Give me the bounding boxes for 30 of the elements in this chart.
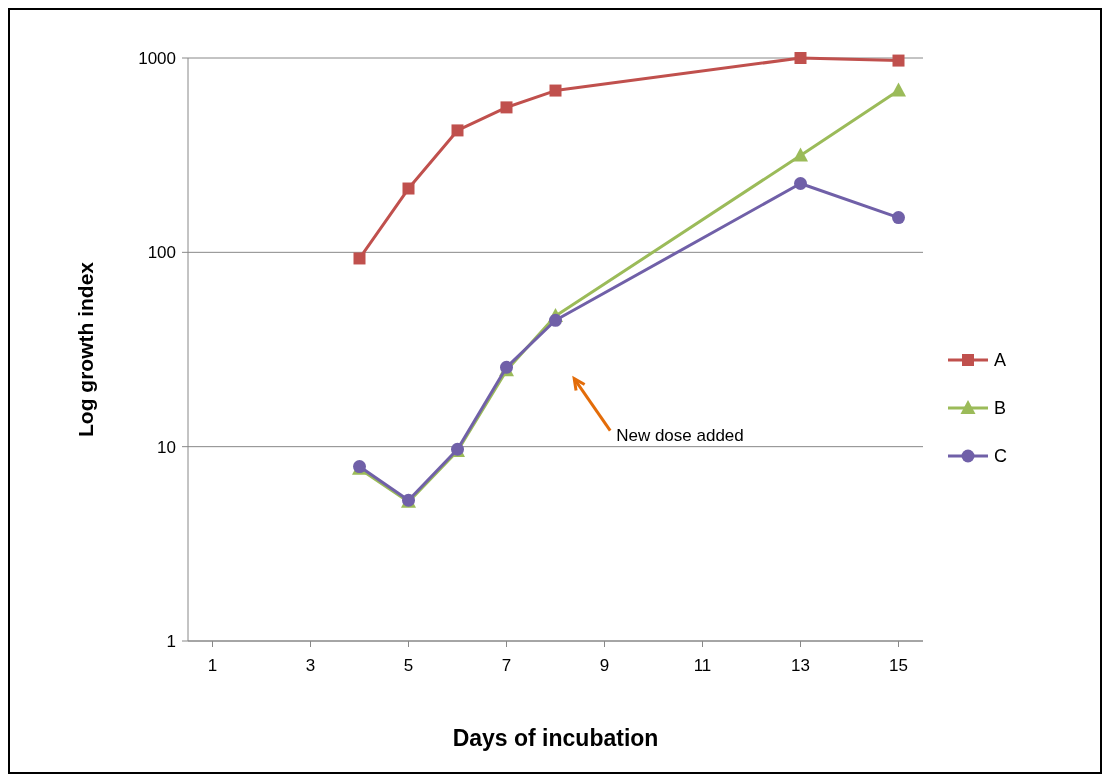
point	[451, 124, 464, 137]
x-axis-title: Days of incubation	[452, 725, 659, 751]
legend-label: A	[994, 350, 1007, 371]
point	[891, 82, 906, 97]
y-tick-label: 10	[157, 437, 176, 457]
point	[892, 54, 905, 67]
x-tick-label: 11	[693, 656, 712, 675]
x-tick-label: 15	[889, 656, 908, 675]
point	[794, 177, 807, 191]
x-tick-label: 1	[207, 656, 218, 675]
point	[353, 252, 366, 265]
point	[549, 313, 562, 327]
y-tick-label: 100	[147, 243, 176, 263]
point	[793, 147, 808, 162]
x-tick-label: 7	[501, 656, 512, 675]
x-tick-label: 9	[599, 656, 610, 675]
point	[794, 52, 807, 64]
annotation: New dose added	[616, 425, 744, 445]
y-tick-label: 1	[166, 631, 176, 651]
x-tick-label: 13	[791, 656, 810, 675]
legend-label: B	[994, 398, 1007, 419]
legend-label: C	[994, 446, 1007, 467]
y-axis-title: Log growth index	[74, 261, 97, 437]
point	[402, 182, 415, 195]
x-tick-label: 5	[403, 656, 414, 675]
x-tick-label: 3	[305, 656, 316, 675]
point	[500, 101, 513, 114]
point	[892, 211, 905, 225]
point	[549, 84, 562, 97]
y-tick-label: 1000	[138, 48, 176, 68]
